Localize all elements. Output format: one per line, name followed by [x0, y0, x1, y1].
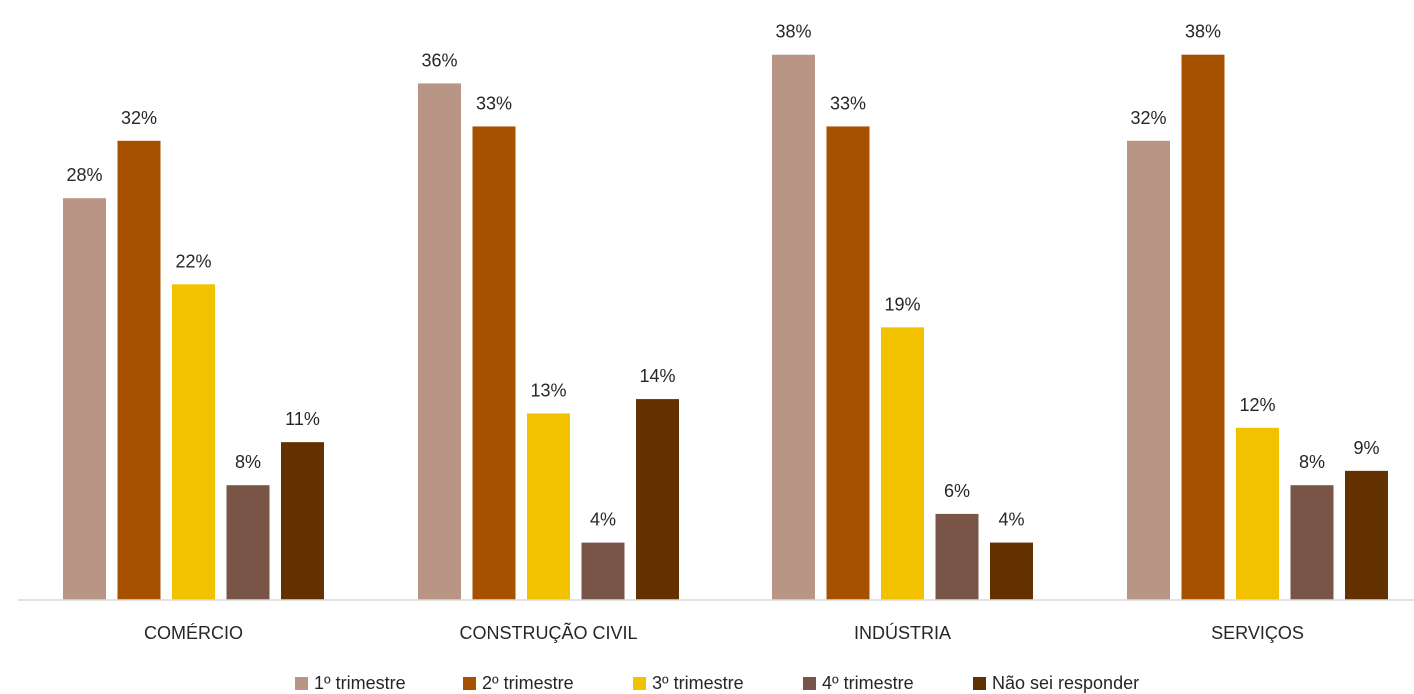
bar-industria-3-trimestre: [881, 327, 924, 600]
bar-construcao-civil-nao-sei-responder: [636, 399, 679, 600]
data-label-comercio-3-trimestre: 22%: [175, 251, 211, 271]
legend-swatch-4-trimestre: [803, 677, 816, 690]
bar-comercio-nao-sei-responder: [281, 442, 324, 600]
bar-comercio-2-trimestre: [117, 140, 161, 601]
category-labels: COMÉRCIO CONSTRUÇÃO CIVIL INDÚSTRIA SERVIÇO…: [144, 622, 1304, 643]
category-label-industria: INDÚSTRIA: [854, 622, 951, 643]
category-label-comercio: COMÉRCIO: [144, 623, 243, 643]
bar-industria-nao-sei-responder: [990, 542, 1033, 600]
data-label-construcao-civil-nao-sei-responder: 14%: [639, 366, 675, 386]
data-label-comercio-4-trimestre: 8%: [235, 452, 261, 472]
legend: 1º trimestre 2º trimestre 3º trimestre 4º t…: [295, 673, 1139, 693]
bar-comercio-3-trimestre: [172, 284, 215, 600]
data-label-servicos-4-trimestre: 8%: [1299, 452, 1325, 472]
legend-label-1-trimestre: 1º trimestre: [314, 673, 406, 693]
bar-industria-4-trimestre: [935, 513, 979, 600]
legend-swatch-3-trimestre: [633, 677, 646, 690]
data-label-construcao-civil-3-trimestre: 13%: [530, 380, 566, 400]
data-label-industria-3-trimestre: 19%: [884, 294, 920, 314]
legend-swatch-2-trimestre: [463, 677, 476, 690]
bar-construcao-civil-2-trimestre: [472, 126, 516, 600]
bar-servicos-4-trimestre: [1290, 485, 1334, 600]
category-label-servicos: SERVIÇOS: [1211, 623, 1304, 643]
bar-industria-2-trimestre: [826, 126, 870, 600]
bar-comercio-1-trimestre: [63, 198, 106, 600]
data-label-construcao-civil-4-trimestre: 4%: [590, 510, 616, 530]
category-label-construcao-civil: CONSTRUÇÃO CIVIL: [459, 622, 637, 643]
bar-construcao-civil-1-trimestre: [418, 83, 461, 600]
bar-construcao-civil-3-trimestre: [527, 413, 570, 600]
bar-servicos-3-trimestre: [1236, 427, 1279, 600]
legend-swatch-1-trimestre: [295, 677, 308, 690]
data-label-comercio-1-trimestre: 28%: [66, 165, 102, 185]
bar-construcao-civil-4-trimestre: [581, 542, 625, 600]
bar-servicos-2-trimestre: [1181, 54, 1225, 600]
data-label-comercio-nao-sei-responder: 11%: [285, 409, 320, 429]
data-label-servicos-2-trimestre: 38%: [1185, 22, 1221, 42]
legend-label-4-trimestre: 4º trimestre: [822, 673, 914, 693]
bar-industria-1-trimestre: [772, 54, 815, 600]
data-labels: 28% 32% 22% 8% 11% 36% 33% 13% 4% 14% 38% 33% 19% 6% 4…: [66, 22, 1379, 530]
bar-servicos-nao-sei-responder: [1345, 470, 1388, 600]
legend-label-2-trimestre: 2º trimestre: [482, 673, 574, 693]
data-label-servicos-3-trimestre: 12%: [1239, 395, 1275, 415]
bars: [63, 54, 1388, 601]
data-label-industria-2-trimestre: 33%: [830, 93, 866, 113]
data-label-construcao-civil-1-trimestre: 36%: [421, 50, 457, 70]
data-label-comercio-2-trimestre: 32%: [121, 108, 157, 128]
data-label-construcao-civil-2-trimestre: 33%: [476, 93, 512, 113]
legend-label-nao-sei-responder: Não sei responder: [992, 673, 1139, 693]
data-label-industria-4-trimestre: 6%: [944, 481, 970, 501]
legend-label-3-trimestre: 3º trimestre: [652, 673, 744, 693]
legend-swatch-nao-sei-responder: [973, 677, 986, 690]
bar-comercio-4-trimestre: [226, 485, 270, 600]
data-label-servicos-1-trimestre: 32%: [1130, 108, 1166, 128]
data-label-industria-nao-sei-responder: 4%: [998, 510, 1024, 530]
data-label-servicos-nao-sei-responder: 9%: [1353, 438, 1379, 458]
bar-servicos-1-trimestre: [1127, 140, 1170, 601]
data-label-industria-1-trimestre: 38%: [775, 22, 811, 42]
